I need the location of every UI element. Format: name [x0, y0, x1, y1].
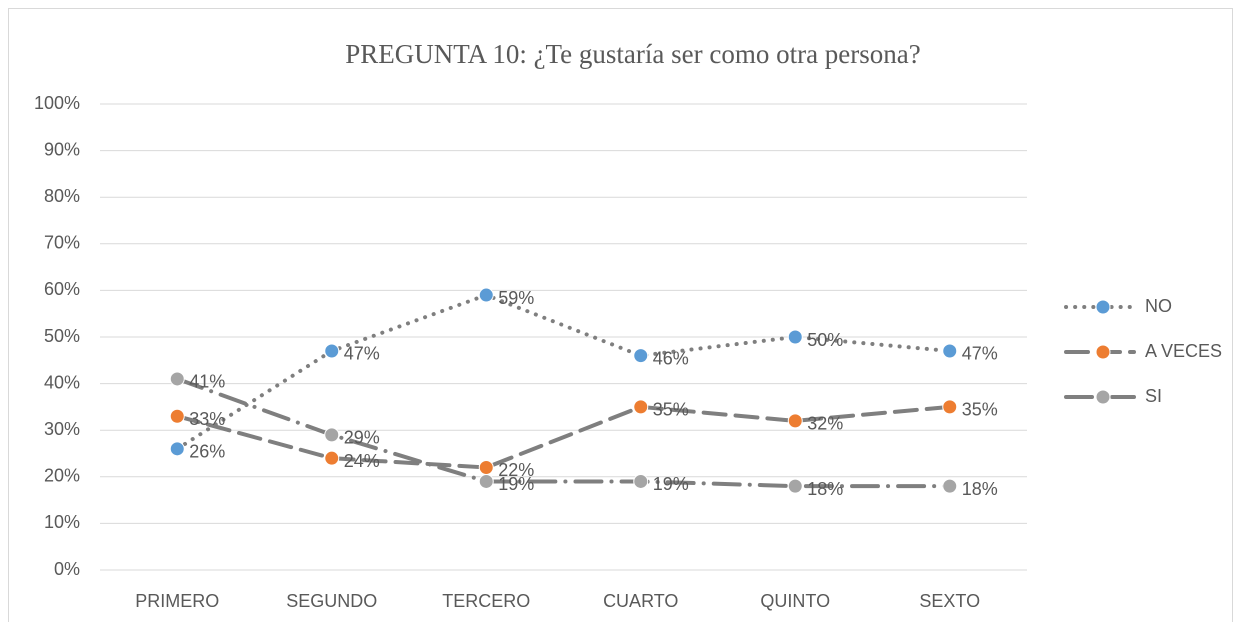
x-tick-label: SEGUNDO [286, 591, 377, 611]
y-tick-label: 40% [44, 372, 80, 392]
marker [787, 329, 803, 345]
marker [633, 399, 649, 415]
marker [633, 473, 649, 489]
legend-marker [1095, 389, 1111, 405]
marker [169, 371, 185, 387]
y-tick-label: 30% [44, 419, 80, 439]
y-tick-label: 100% [34, 93, 80, 113]
data-label: 47% [344, 344, 380, 364]
marker [478, 459, 494, 475]
marker [942, 343, 958, 359]
legend-label: SI [1145, 386, 1162, 406]
y-tick-label: 0% [54, 559, 80, 579]
marker [169, 408, 185, 424]
marker [478, 473, 494, 489]
data-label: 35% [653, 400, 689, 420]
data-label: 41% [189, 372, 225, 392]
marker [324, 450, 340, 466]
x-tick-label: SEXTO [919, 591, 980, 611]
y-tick-label: 80% [44, 186, 80, 206]
legend-label: NO [1145, 296, 1172, 316]
data-label: 35% [962, 400, 998, 420]
marker [478, 287, 494, 303]
marker [324, 427, 340, 443]
data-label: 19% [653, 474, 689, 494]
marker [633, 348, 649, 364]
y-tick-label: 50% [44, 326, 80, 346]
data-label: 32% [807, 414, 843, 434]
chart-border [8, 8, 1233, 622]
x-tick-label: QUINTO [760, 591, 830, 611]
y-tick-label: 20% [44, 466, 80, 486]
legend-marker [1095, 344, 1111, 360]
marker [787, 413, 803, 429]
marker [942, 478, 958, 494]
legend-marker [1095, 299, 1111, 315]
chart-title: PREGUNTA 10: ¿Te gustaría ser como otra … [345, 39, 921, 69]
data-label: 26% [189, 442, 225, 462]
data-label: 18% [807, 479, 843, 499]
data-label: 29% [344, 428, 380, 448]
data-label: 50% [807, 330, 843, 350]
data-label: 19% [498, 474, 534, 494]
series-line [175, 376, 952, 489]
data-label: 18% [962, 479, 998, 499]
y-tick-label: 10% [44, 512, 80, 532]
x-tick-label: CUARTO [603, 591, 678, 611]
x-tick-label: PRIMERO [135, 591, 219, 611]
marker [169, 441, 185, 457]
data-label: 33% [189, 409, 225, 429]
x-tick-label: TERCERO [442, 591, 530, 611]
marker [787, 478, 803, 494]
y-tick-label: 90% [44, 139, 80, 159]
legend-label: A VECES [1145, 341, 1222, 361]
marker [324, 343, 340, 359]
data-label: 22% [498, 460, 534, 480]
marker [942, 399, 958, 415]
y-tick-label: 70% [44, 233, 80, 253]
series-line [175, 404, 952, 470]
data-label: 47% [962, 344, 998, 364]
data-label: 46% [653, 348, 689, 368]
data-label: 24% [344, 451, 380, 471]
data-label: 59% [498, 288, 534, 308]
y-tick-label: 60% [44, 279, 80, 299]
